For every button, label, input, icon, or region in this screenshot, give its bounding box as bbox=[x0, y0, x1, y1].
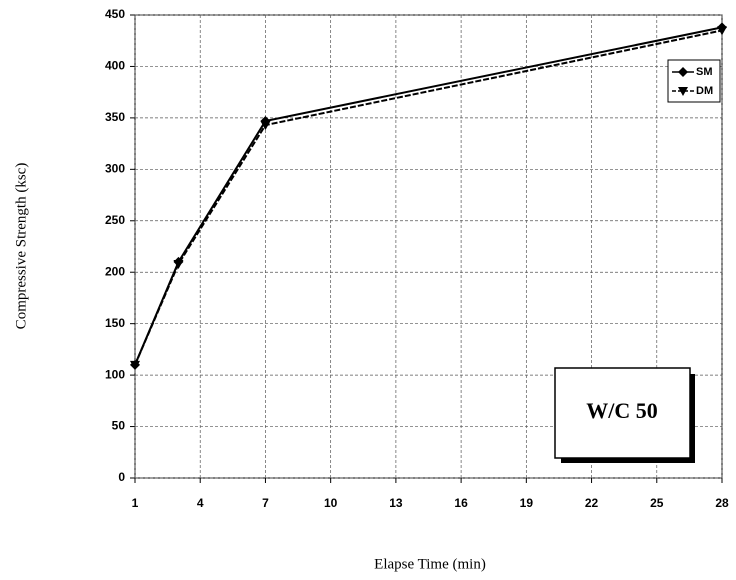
x-tick-label: 19 bbox=[520, 496, 534, 510]
y-tick-label: 100 bbox=[105, 367, 125, 381]
y-tick-label: 450 bbox=[105, 7, 125, 21]
legend-label: DM bbox=[696, 85, 713, 97]
legend-box bbox=[667, 59, 721, 103]
y-tick-label: 0 bbox=[118, 470, 125, 484]
annotation-shadow bbox=[690, 374, 695, 463]
x-tick-label: 25 bbox=[650, 496, 664, 510]
legend-label: SM bbox=[696, 66, 713, 78]
annotation-shadow bbox=[561, 458, 695, 463]
x-axis-label: Elapse Time (min) bbox=[374, 556, 486, 572]
y-tick-label: 50 bbox=[112, 419, 126, 433]
x-tick-label: 7 bbox=[262, 496, 269, 510]
y-axis-label: Compressive Strength (ksc) bbox=[13, 163, 29, 330]
y-tick-label: 350 bbox=[105, 110, 125, 124]
y-tick-label: 200 bbox=[105, 264, 125, 278]
marker bbox=[173, 259, 184, 269]
marker bbox=[717, 26, 727, 36]
series-line bbox=[134, 29, 723, 366]
x-tick-label: 22 bbox=[585, 496, 599, 510]
x-tick-label: 28 bbox=[715, 496, 729, 510]
y-tick-label: 150 bbox=[105, 316, 125, 330]
x-tick-label: 1 bbox=[132, 496, 139, 510]
x-tick-label: 4 bbox=[197, 496, 204, 510]
x-tick-label: 13 bbox=[389, 496, 403, 510]
y-tick-label: 250 bbox=[105, 213, 125, 227]
y-tick-label: 400 bbox=[105, 59, 125, 73]
x-tick-label: 10 bbox=[324, 496, 338, 510]
marker bbox=[260, 121, 271, 131]
annotation: W/C 50 bbox=[586, 398, 658, 423]
x-tick-label: 16 bbox=[454, 496, 468, 510]
legend-marker bbox=[678, 67, 688, 77]
annotation-box bbox=[554, 367, 691, 459]
series-line bbox=[134, 26, 723, 366]
legend-marker bbox=[678, 87, 688, 96]
y-tick-label: 300 bbox=[105, 162, 125, 176]
marker bbox=[130, 360, 140, 370]
